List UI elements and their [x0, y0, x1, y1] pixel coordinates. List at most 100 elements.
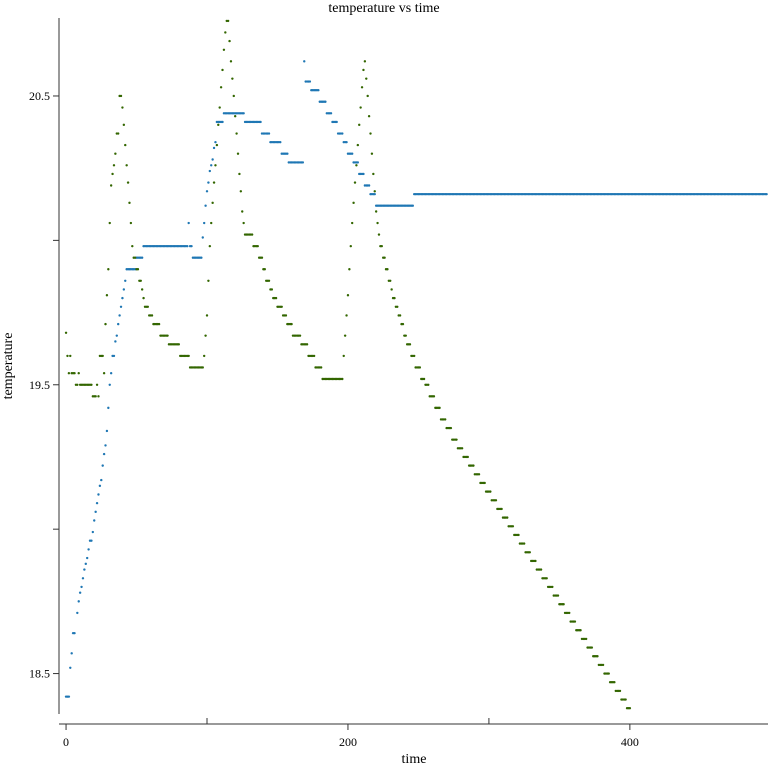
data-point — [360, 86, 364, 89]
data-point — [201, 366, 204, 369]
data-point — [67, 372, 71, 375]
data-point — [93, 519, 96, 522]
data-point — [87, 548, 90, 551]
data-point — [105, 429, 109, 433]
data-point — [418, 366, 422, 369]
data-point — [290, 322, 293, 326]
data-point — [210, 221, 213, 225]
data-point — [386, 268, 389, 271]
data-point — [228, 39, 231, 43]
data-point — [350, 221, 354, 225]
y-tick-label: 18.5 — [29, 667, 50, 681]
series-0 — [64, 60, 768, 698]
data-point — [366, 94, 369, 98]
data-point — [545, 577, 548, 580]
data-point — [94, 395, 97, 398]
data-point — [305, 343, 309, 346]
data-point — [413, 354, 416, 358]
data-point — [140, 256, 144, 259]
data-point — [129, 221, 133, 225]
data-point — [212, 181, 216, 184]
data-point — [460, 447, 464, 450]
data-point — [356, 143, 360, 147]
data-point — [73, 372, 76, 375]
data-point — [401, 322, 405, 326]
data-point — [380, 244, 383, 248]
data-point — [618, 689, 622, 693]
data-point — [102, 452, 106, 456]
data-point — [377, 233, 381, 236]
data-point — [126, 181, 130, 184]
data-point — [207, 181, 210, 184]
data-point — [150, 314, 154, 317]
data-point — [506, 516, 509, 519]
data-point — [85, 556, 89, 560]
data-point — [66, 354, 69, 358]
data-point — [398, 314, 402, 317]
data-point — [97, 493, 100, 496]
data-point — [317, 89, 320, 92]
data-point — [312, 354, 316, 358]
data-point — [229, 60, 233, 63]
data-point — [329, 112, 333, 115]
data-point — [362, 172, 365, 176]
data-point — [341, 132, 344, 135]
data-point — [104, 444, 107, 447]
y-tick-label: 20.5 — [29, 89, 50, 103]
data-point — [236, 152, 240, 155]
data-point — [202, 221, 206, 225]
data-point — [187, 221, 190, 225]
data-point — [69, 354, 72, 358]
data-point — [267, 132, 271, 135]
data-point — [511, 525, 515, 528]
data-point — [369, 132, 372, 135]
data-point — [125, 164, 128, 167]
data-point — [343, 334, 347, 337]
data-point — [573, 620, 577, 623]
data-point — [274, 296, 278, 300]
data-point — [250, 233, 254, 236]
data-point — [389, 279, 392, 282]
data-point — [393, 296, 396, 300]
data-point — [101, 354, 104, 358]
data-point — [94, 510, 97, 514]
data-point — [477, 473, 481, 476]
data-point — [211, 158, 214, 161]
data-point — [301, 161, 305, 164]
data-point — [601, 663, 605, 667]
data-point — [83, 568, 86, 571]
data-point — [444, 418, 447, 421]
data-point — [241, 210, 244, 213]
data-point — [345, 314, 348, 317]
data-point — [97, 395, 100, 398]
data-point — [136, 268, 140, 271]
data-point — [579, 629, 582, 632]
data-point — [284, 314, 288, 317]
data-point — [67, 695, 71, 698]
data-point — [267, 279, 271, 282]
data-point — [568, 611, 571, 615]
data-point — [260, 256, 264, 259]
data-point — [214, 164, 217, 167]
x-tick-label: 400 — [621, 735, 639, 749]
data-point — [432, 395, 436, 398]
data-point — [607, 672, 610, 675]
data-point — [376, 221, 379, 225]
data-point — [221, 68, 224, 72]
data-point — [500, 507, 503, 511]
data-point — [214, 140, 217, 144]
data-point — [427, 383, 430, 386]
data-point — [69, 666, 72, 669]
data-point — [111, 172, 114, 176]
data-point — [233, 114, 237, 118]
data-point — [73, 631, 76, 635]
data-point — [212, 146, 216, 150]
data-point — [190, 244, 193, 248]
data-point — [100, 478, 103, 482]
data-point — [449, 426, 453, 430]
data-point — [551, 585, 554, 589]
data-point — [207, 279, 210, 282]
data-point — [108, 221, 111, 225]
data-point — [224, 31, 227, 34]
data-point — [455, 438, 458, 441]
